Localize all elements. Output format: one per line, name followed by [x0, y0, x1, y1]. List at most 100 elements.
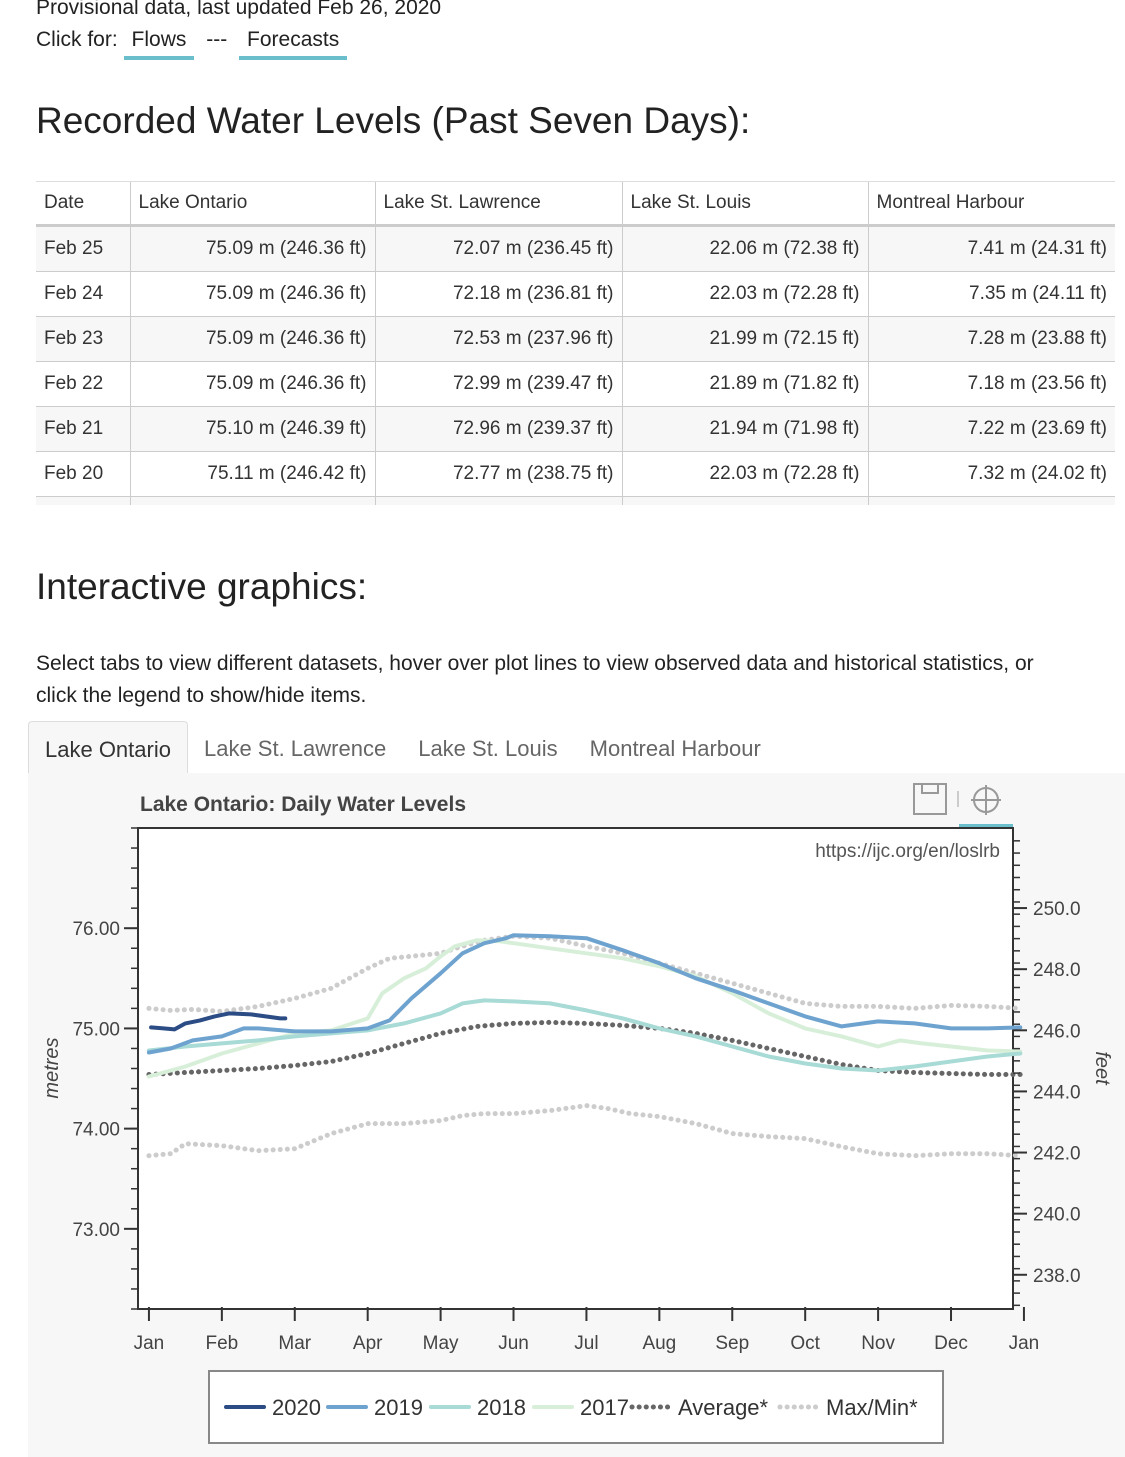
tab-lake-ontario[interactable]: Lake Ontario [28, 721, 188, 774]
legend[interactable]: 2020 2019 2018 2017 Average* Max/Min* [208, 1370, 944, 1444]
forecasts-link[interactable]: Forecasts [239, 28, 348, 60]
date-cell: Feb 24 [36, 271, 130, 317]
table-row: Feb 22 75.09 m (246.36 ft) 72.99 m (239.… [36, 361, 1115, 407]
save-icon-shutter [921, 783, 939, 794]
crosshair-icon[interactable] [971, 785, 1001, 815]
y2-tick-label: 238.0 [1033, 1266, 1081, 1287]
column-header-lake-ontario: Lake Ontario [129, 181, 375, 227]
montreal-harbour-cell: 7.28 m (23.88 ft) [867, 316, 1115, 362]
montreal-harbour-cell: 7.41 m (24.31 ft) [867, 225, 1115, 272]
x-tick-label: Jan [1009, 1333, 1040, 1354]
x-tick-label: Apr [353, 1333, 383, 1354]
series-line-2018-4[interactable] [146, 998, 1023, 1073]
x-tick-label: Oct [790, 1333, 820, 1354]
legend-item-average[interactable]: Average* [629, 1395, 769, 1420]
y-tick-label: 74.00 [72, 1120, 120, 1141]
lake-st-lawrence-cell: 72.18 m (236.81 ft) [374, 271, 622, 317]
legend-item-2018[interactable]: 2018 [429, 1395, 526, 1420]
legend-label: 2019 [374, 1395, 423, 1420]
series-layer [146, 933, 1023, 1159]
chart-title: Lake Ontario: Daily Water Levels [140, 793, 466, 816]
table-row-cutoff [36, 496, 1115, 505]
y2-tick-label: 248.0 [1033, 960, 1081, 981]
chart-panel: Lake Ontario: Daily Water Levels https:/… [28, 773, 1125, 1457]
click-for-label: Click for: [36, 28, 118, 51]
lake-ontario-cell: 75.09 m (246.36 ft) [129, 271, 375, 317]
column-header-date: Date [36, 181, 130, 227]
click-for-links: Click for: Flows --- Forecasts [36, 28, 348, 60]
y2-tick-label: 250.0 [1033, 899, 1081, 920]
lake-st-lawrence-cell: 72.53 m (237.96 ft) [374, 316, 622, 362]
lake-ontario-cell: 75.11 m (246.42 ft) [129, 451, 375, 497]
lake-st-louis-cell: 22.03 m (72.28 ft) [621, 451, 868, 497]
x-tick-label: Feb [205, 1333, 238, 1354]
x-tick-label: May [423, 1333, 459, 1354]
provisional-note: Provisional data, last updated Feb 26, 2… [36, 0, 442, 19]
date-cell: Feb 23 [36, 316, 130, 362]
y2-tick-label: 246.0 [1033, 1021, 1081, 1042]
lake-ontario-cell: 75.09 m (246.36 ft) [129, 361, 375, 407]
link-separator: --- [206, 28, 228, 51]
x-tick-label: Jun [498, 1333, 529, 1354]
x-tick-label: Sep [715, 1333, 749, 1354]
legend-item-2019[interactable]: 2019 [326, 1395, 423, 1420]
interactive-graphics-heading: Interactive graphics: [36, 566, 368, 607]
legend-item-2017[interactable]: 2017 [532, 1395, 629, 1420]
column-header-lake-st-lawrence: Lake St. Lawrence [374, 181, 622, 227]
legend-label: 2017 [580, 1395, 629, 1420]
legend-item-max-min[interactable]: Max/Min* [777, 1395, 918, 1420]
legend-items: 2020 2019 2018 2017 Average* Max/Min* [224, 1395, 918, 1420]
legend-item-2020[interactable]: 2020 [224, 1395, 321, 1420]
table-header-row: Date Lake Ontario Lake St. Lawrence Lake… [36, 181, 1115, 227]
series-line-2020-6[interactable] [149, 1011, 288, 1032]
table-row: Feb 21 75.10 m (246.39 ft) 72.96 m (239.… [36, 406, 1115, 452]
x-tick-label: Aug [642, 1333, 676, 1354]
series-line-max-min-1[interactable] [146, 1103, 1023, 1159]
series-line-2019-5[interactable] [146, 933, 1023, 1055]
flows-link[interactable]: Flows [123, 28, 195, 60]
tab-lake-st-lawrence[interactable]: Lake St. Lawrence [203, 736, 387, 761]
montreal-harbour-cell: 7.35 m (24.11 ft) [867, 271, 1115, 317]
tab-lake-st-louis[interactable]: Lake St. Louis [418, 736, 558, 761]
recorded-levels-heading: Recorded Water Levels (Past Seven Days): [36, 100, 751, 141]
lake-ontario-cell: 75.09 m (246.36 ft) [129, 316, 375, 362]
date-cell: Feb 20 [36, 451, 130, 497]
legend-label: Average* [678, 1395, 769, 1420]
x-tick-label: Nov [861, 1333, 895, 1354]
lake-st-louis-cell: 22.03 m (72.28 ft) [621, 271, 868, 317]
x-tick-label: Jan [134, 1333, 165, 1354]
axis-layer: Jan Feb Mar Apr May Jun Jul Aug Sep Oct Nov Dec Jan 7… [72, 827, 1081, 1354]
y2-tick-label: 242.0 [1033, 1144, 1081, 1165]
y2-tick-label: 240.0 [1033, 1205, 1081, 1226]
lake-st-lawrence-cell: 72.96 m (239.37 ft) [374, 406, 622, 452]
active-tool-indicator [959, 824, 1013, 828]
legend-label: 2018 [477, 1395, 526, 1420]
date-cell: Feb 22 [36, 361, 130, 407]
table-row: Feb 24 75.09 m (246.36 ft) 72.18 m (236.… [36, 271, 1115, 317]
column-header-montreal-harbour: Montreal Harbour [867, 181, 1115, 227]
tab-montreal-harbour[interactable]: Montreal Harbour [589, 736, 761, 761]
save-icon[interactable] [913, 783, 947, 815]
legend-label: Max/Min* [826, 1395, 918, 1420]
lake-ontario-cell: 75.09 m (246.36 ft) [129, 225, 375, 272]
y-axis-label: metres [41, 1037, 63, 1098]
table-row: Feb 20 75.11 m (246.42 ft) 72.77 m (238.… [36, 451, 1115, 497]
date-cell: Feb 25 [36, 225, 130, 272]
recorded-levels-table-container[interactable]: Date Lake Ontario Lake St. Lawrence Lake… [36, 181, 1115, 505]
montreal-harbour-cell: 7.22 m (23.69 ft) [867, 406, 1115, 452]
y-tick-label: 73.00 [72, 1220, 120, 1241]
recorded-levels-table: Date Lake Ontario Lake St. Lawrence Lake… [36, 181, 1115, 505]
table-row: Feb 25 75.09 m (246.36 ft) 72.07 m (236.… [36, 225, 1115, 272]
lake-st-louis-cell: 21.94 m (71.98 ft) [621, 406, 868, 452]
lake-st-lawrence-cell: 72.99 m (239.47 ft) [374, 361, 622, 407]
instructions-text: Select tabs to view different datasets, … [36, 652, 1034, 707]
x-tick-label: Dec [934, 1333, 968, 1354]
lake-st-louis-cell: 22.06 m (72.38 ft) [621, 225, 868, 272]
montreal-harbour-cell: 7.32 m (24.02 ft) [867, 451, 1115, 497]
water-level-chart[interactable]: Lake Ontario: Daily Water Levels https:/… [28, 773, 1125, 1457]
x-tick-label: Jul [574, 1333, 598, 1354]
lake-st-lawrence-cell: 72.07 m (236.45 ft) [374, 225, 622, 272]
chart-watermark: https://ijc.org/en/loslrb [815, 841, 1000, 862]
legend-label: 2020 [272, 1395, 321, 1420]
lake-st-louis-cell: 21.89 m (71.82 ft) [621, 361, 868, 407]
